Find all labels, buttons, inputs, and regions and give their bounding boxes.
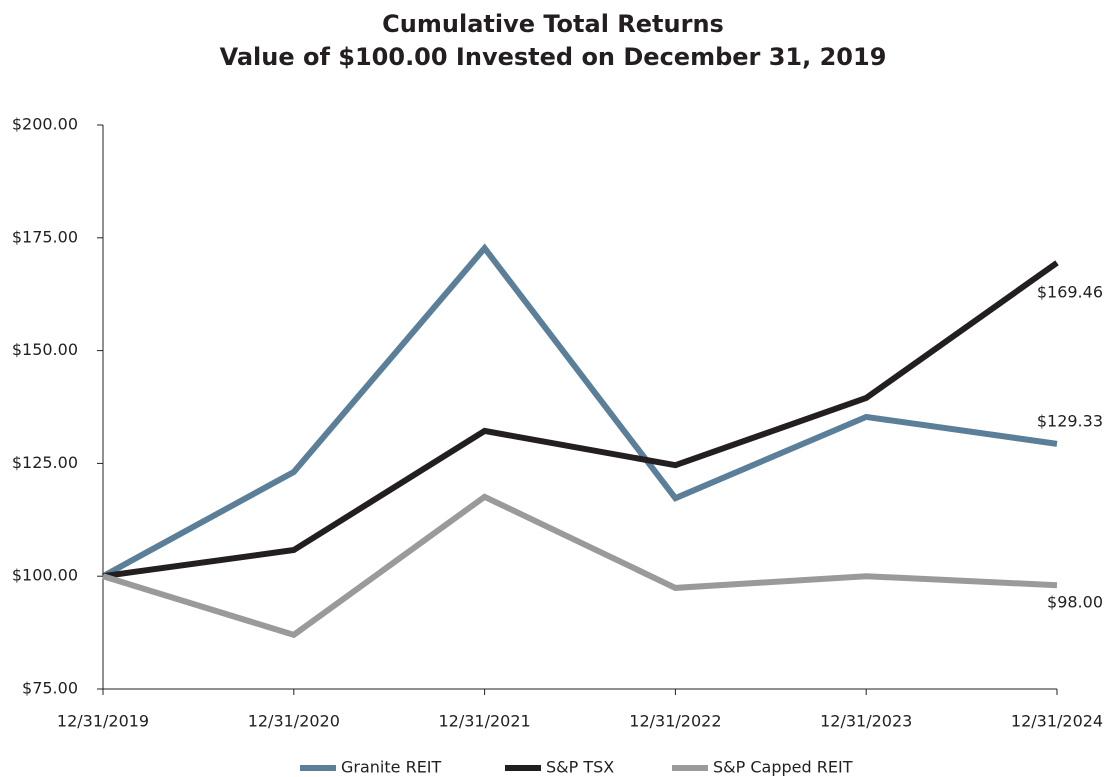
y-tick-label: $150.00 <box>12 340 78 359</box>
y-tick-label: $175.00 <box>12 227 78 246</box>
x-tick-label: 12/31/2021 <box>438 712 530 731</box>
series-line <box>101 243 1058 579</box>
series-line <box>102 260 1059 580</box>
legend-label: S&P Capped REIT <box>713 758 853 777</box>
data-label: $169.46 <box>1037 282 1103 301</box>
x-tick-label: 12/31/2022 <box>629 712 721 731</box>
x-tick-label: 12/31/2024 <box>1011 712 1103 731</box>
x-tick-label: 12/31/2020 <box>248 712 340 731</box>
legend-label: Granite REIT <box>341 758 442 777</box>
y-tick-label: $200.00 <box>12 115 78 134</box>
chart-title: Cumulative Total Returns <box>382 10 724 38</box>
legend-label: S&P TSX <box>546 758 614 777</box>
x-tick-label: 12/31/2019 <box>57 712 149 731</box>
y-tick-label: $75.00 <box>22 679 78 698</box>
y-tick-label: $125.00 <box>12 453 78 472</box>
data-label: $98.00 <box>1047 593 1103 612</box>
x-tick-label: 12/31/2023 <box>820 712 912 731</box>
chart-subtitle: Value of $100.00 Invested on December 31… <box>220 43 887 71</box>
y-tick-label: $100.00 <box>12 566 78 585</box>
series-line <box>102 493 1058 639</box>
data-label: $129.33 <box>1037 411 1103 430</box>
